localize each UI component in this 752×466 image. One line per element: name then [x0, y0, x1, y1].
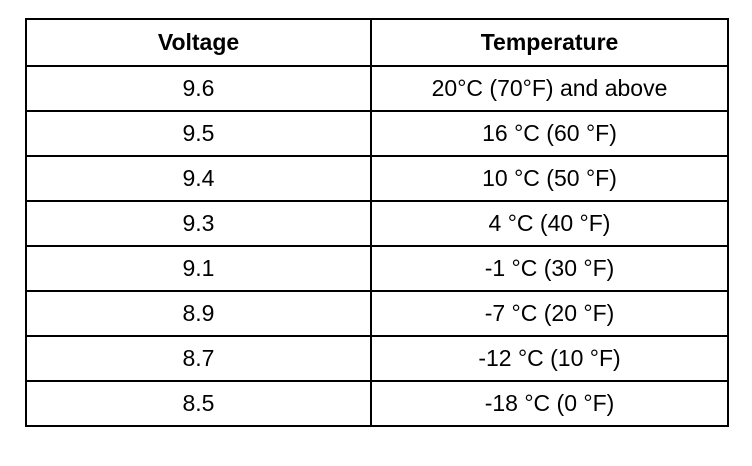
table-row: 8.9 -7 °C (20 °F)	[25, 290, 729, 337]
table-row: 9.3 4 °C (40 °F)	[25, 200, 729, 247]
voltage-cell: 9.5	[25, 110, 372, 157]
voltage-cell: 9.6	[25, 65, 372, 112]
header-cell: Temperature	[370, 18, 729, 67]
table-row: 8.7 -12 °C (10 °F)	[25, 335, 729, 382]
temperature-cell: -18 °C (0 °F)	[370, 380, 729, 427]
table-row: 8.5 -18 °C (0 °F)	[25, 380, 729, 427]
voltage-cell: 9.1	[25, 245, 372, 292]
voltage-cell: 9.3	[25, 200, 372, 247]
temperature-cell: 4 °C (40 °F)	[370, 200, 729, 247]
table-row: 9.4 10 °C (50 °F)	[25, 155, 729, 202]
table-row: 9.5 16 °C (60 °F)	[25, 110, 729, 157]
voltage-cell: 8.9	[25, 290, 372, 337]
table-header: Voltage Temperature	[25, 18, 729, 67]
voltage-table: Voltage Temperature 9.6 20°C (70°F) and a…	[25, 18, 729, 427]
temperature-cell: 10 °C (50 °F)	[370, 155, 729, 202]
header-cell: Voltage	[25, 18, 372, 67]
table-row: 9.1 -1 °C (30 °F)	[25, 245, 729, 292]
voltage-cell: 8.5	[25, 380, 372, 427]
temperature-cell: -7 °C (20 °F)	[370, 290, 729, 337]
header-row: Voltage Temperature	[25, 18, 729, 67]
table-body: 9.6 20°C (70°F) and above 9.5 16 °C (60 °F)…	[25, 65, 729, 427]
voltage-cell: 8.7	[25, 335, 372, 382]
temperature-cell: -12 °C (10 °F)	[370, 335, 729, 382]
voltage-cell: 9.4	[25, 155, 372, 202]
temperature-cell: 20°C (70°F) and above	[370, 65, 729, 112]
temperature-cell: -1 °C (30 °F)	[370, 245, 729, 292]
table-row: 9.6 20°C (70°F) and above	[25, 65, 729, 112]
temperature-cell: 16 °C (60 °F)	[370, 110, 729, 157]
